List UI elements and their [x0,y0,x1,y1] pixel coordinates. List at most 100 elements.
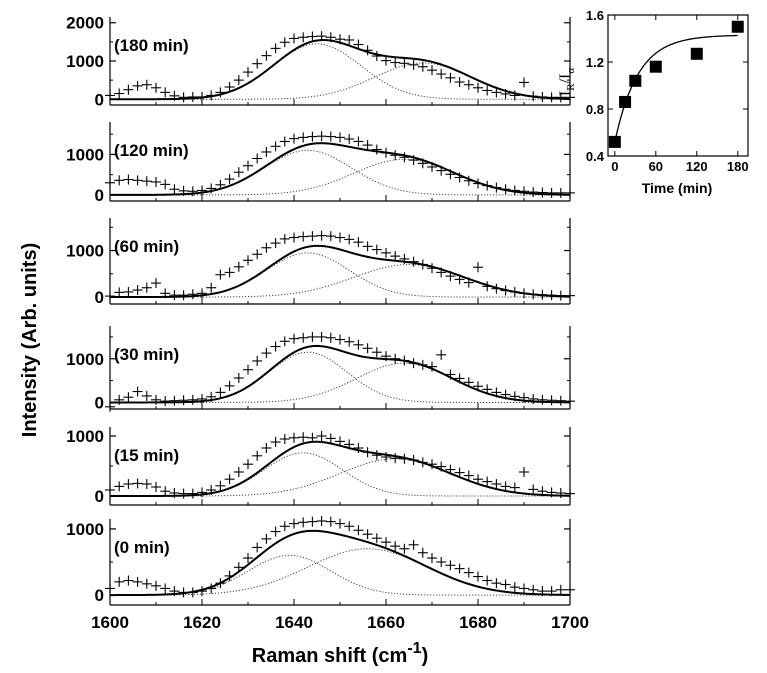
data-point [261,533,272,544]
data-point [114,481,125,492]
data-point [206,485,217,495]
data-point [482,575,493,586]
data-point [528,91,539,102]
data-point [565,584,575,595]
data-point [427,553,437,564]
data-point [362,343,373,354]
data-point [123,286,134,297]
data-point [178,185,189,196]
inset-frame [607,14,749,157]
data-point [417,61,428,72]
data-point [454,563,465,574]
data-point [565,187,575,198]
data-point [215,578,226,589]
data-point [307,432,318,443]
inset-data-point [619,95,632,108]
data-point [445,169,456,180]
data-point [261,242,272,253]
data-point [169,90,180,101]
data-point [270,437,281,447]
data-point [132,576,143,587]
data-point [491,479,502,489]
data-point [555,92,566,103]
data-point [132,80,143,91]
data-point [399,543,410,554]
x-axis-label-superscript: -1 [407,640,421,657]
y-axis-label: Intensity (Arb. units) [19,243,41,437]
data-point [528,584,539,595]
data-point [307,131,318,142]
x-axis-label-main: Raman shift (cm [252,645,408,667]
total-fit-line [110,244,571,299]
x-tick-label: 1640 [275,613,313,632]
data-point [169,488,180,498]
inset-x-axis-label: Time (min) [642,180,713,196]
data-point [473,571,483,582]
data-point [390,353,401,364]
data-point [555,290,566,301]
data-point [270,526,281,537]
data-point [178,587,189,598]
inset-data-point [731,20,744,33]
inset-x-tick-label: 180 [727,159,749,174]
data-point [519,392,529,403]
y-tick-label: 1000 [66,350,104,369]
data-point [224,474,235,485]
data-point [463,175,474,186]
inset-y-label-sub-r: R [565,83,577,91]
data-point [436,349,447,360]
data-point [261,348,272,359]
data-point [519,77,529,88]
data-point [233,372,244,383]
data-point [417,457,428,468]
data-point [114,88,125,99]
data-point [546,290,557,301]
data-point [252,153,263,164]
x-tick-label: 1660 [367,613,405,632]
data-point [187,394,198,405]
data-point [169,586,180,597]
data-point [252,249,263,260]
data-point [445,369,456,380]
data-point [362,140,373,151]
data-point [316,131,327,142]
data-point [399,453,410,464]
data-point [463,377,474,388]
data-point [197,586,207,597]
data-point [555,488,566,498]
data-point [565,290,575,301]
data-point [132,175,143,186]
data-point [325,231,336,242]
data-point [565,488,575,499]
data-point [289,518,299,529]
data-point [500,481,511,492]
data-point [344,439,355,450]
inset-y-label-slash: /I [557,74,574,84]
data-point [141,79,152,90]
data-point [344,521,355,532]
y-tick-label: 0 [95,586,104,605]
spectra-panels: 0 1000 2000 (180 min) 0 1000 (120 min) 0 1000 (60… [66,14,575,606]
y-tick-label: 1000 [66,145,104,164]
data-point [399,152,410,163]
data-point [408,539,419,550]
data-point [270,238,281,249]
data-point [279,521,290,532]
data-point [362,241,373,252]
data-point [509,286,520,297]
total-fit-line [110,529,571,597]
data-point [344,34,355,45]
data-point [555,395,566,406]
data-point [243,67,253,78]
data-point [445,464,456,475]
data-point [160,179,171,190]
data-point [362,447,373,458]
data-point [408,59,419,70]
panel-time-label: (15 min) [114,446,179,465]
inset-data-point [629,74,642,87]
data-point [160,486,171,497]
data-point [436,267,447,278]
data-point [178,488,189,499]
data-point [123,84,134,95]
